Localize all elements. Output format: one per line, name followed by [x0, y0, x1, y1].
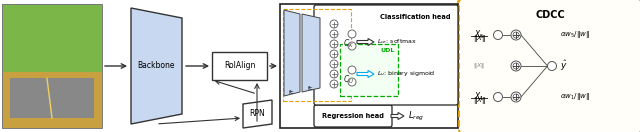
- Text: RPN: RPN: [249, 110, 265, 119]
- Text: $\|X\|$: $\|X\|$: [473, 62, 485, 70]
- Circle shape: [493, 30, 502, 39]
- Text: fc: fc: [289, 90, 295, 95]
- Text: $\|X\|$: $\|X\|$: [472, 95, 486, 106]
- Bar: [340, 44, 398, 96]
- Bar: [280, 4, 458, 128]
- Text: $\mathit{C}_K$: $\mathit{C}_K$: [343, 37, 354, 50]
- Text: UDL: UDL: [381, 48, 395, 53]
- Bar: [283, 9, 351, 101]
- Circle shape: [348, 30, 356, 38]
- FancyBboxPatch shape: [459, 0, 640, 132]
- Polygon shape: [284, 10, 300, 96]
- FancyArrow shape: [357, 39, 374, 46]
- Polygon shape: [131, 8, 182, 124]
- Circle shape: [493, 93, 502, 102]
- Bar: [10, 78, 94, 118]
- Circle shape: [547, 62, 557, 70]
- Text: Regression head: Regression head: [322, 113, 384, 119]
- Circle shape: [330, 70, 338, 78]
- Circle shape: [330, 40, 338, 48]
- Circle shape: [348, 42, 356, 50]
- FancyBboxPatch shape: [314, 5, 458, 105]
- Circle shape: [348, 78, 356, 86]
- Text: $\mathit{L}_{ce}$: softmax: $\mathit{L}_{ce}$: softmax: [377, 37, 417, 46]
- Polygon shape: [302, 14, 320, 92]
- Circle shape: [511, 61, 521, 71]
- Text: $X_5$: $X_5$: [474, 29, 484, 41]
- Bar: [2, 4, 102, 128]
- Text: RoIAlign: RoIAlign: [224, 62, 255, 70]
- Circle shape: [511, 92, 521, 102]
- FancyArrow shape: [391, 112, 404, 119]
- Circle shape: [348, 66, 356, 74]
- Text: $\mathit{L}_{reg}$: $\mathit{L}_{reg}$: [408, 109, 424, 122]
- Text: $\alpha w_5/\|w\|$: $\alpha w_5/\|w\|$: [560, 29, 590, 41]
- FancyArrow shape: [357, 70, 374, 77]
- Text: fc: fc: [308, 86, 314, 91]
- Text: Backbone: Backbone: [137, 62, 175, 70]
- Circle shape: [511, 30, 521, 40]
- Text: CDCC: CDCC: [535, 10, 565, 20]
- Text: $\mathit{L}_u$: binary sigmoid: $\mathit{L}_u$: binary sigmoid: [377, 70, 435, 79]
- Text: $\mathit{C}_U$: $\mathit{C}_U$: [343, 74, 354, 86]
- Circle shape: [330, 50, 338, 58]
- Text: $\|X\|$: $\|X\|$: [472, 33, 486, 44]
- Text: $X_1$: $X_1$: [474, 91, 484, 103]
- Polygon shape: [243, 100, 272, 128]
- Circle shape: [330, 80, 338, 88]
- Circle shape: [330, 30, 338, 38]
- Text: $\alpha w_1/\|w\|$: $\alpha w_1/\|w\|$: [560, 91, 590, 103]
- Circle shape: [330, 60, 338, 68]
- FancyBboxPatch shape: [314, 105, 392, 127]
- Text: Classification head: Classification head: [380, 14, 450, 20]
- Circle shape: [330, 20, 338, 28]
- Bar: [2, 4, 102, 72]
- Text: $\hat{y}$: $\hat{y}$: [560, 59, 568, 73]
- Bar: [2, 72, 102, 128]
- Bar: [212, 52, 267, 80]
